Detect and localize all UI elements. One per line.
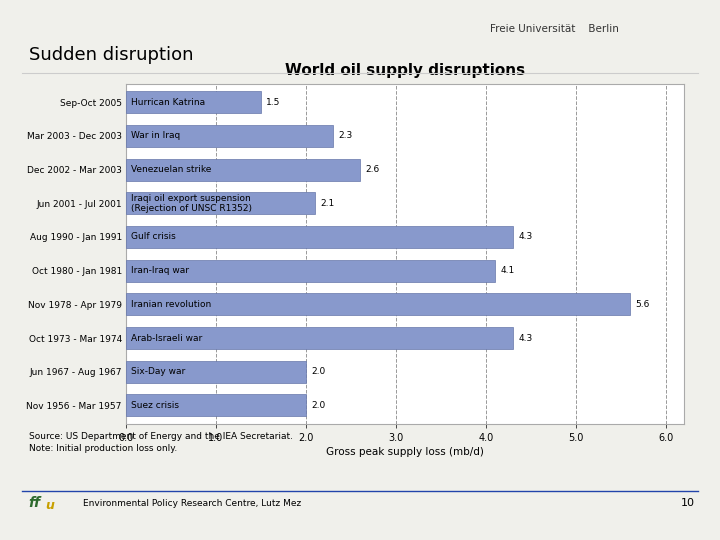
Text: Iraqi oil export suspension
(Rejection of UNSC R1352): Iraqi oil export suspension (Rejection o… xyxy=(131,193,253,213)
Text: 2.1: 2.1 xyxy=(320,199,335,208)
Text: Venezuelan strike: Venezuelan strike xyxy=(131,165,212,174)
Bar xyxy=(126,394,306,416)
Text: Sudden disruption: Sudden disruption xyxy=(29,46,193,64)
X-axis label: Gross peak supply loss (mb/d): Gross peak supply loss (mb/d) xyxy=(326,447,484,457)
Bar xyxy=(126,327,513,349)
Text: Iranian revolution: Iranian revolution xyxy=(131,300,212,309)
Text: Gulf crisis: Gulf crisis xyxy=(131,232,176,241)
Text: 4.3: 4.3 xyxy=(518,232,533,241)
Text: 4.3: 4.3 xyxy=(518,334,533,342)
Bar xyxy=(126,91,261,113)
Bar xyxy=(126,226,513,248)
Text: 10: 10 xyxy=(681,498,695,508)
Text: Six-Day war: Six-Day war xyxy=(131,367,186,376)
Text: 4.1: 4.1 xyxy=(500,266,515,275)
Title: World oil supply disruptions: World oil supply disruptions xyxy=(285,63,525,78)
Text: ff: ff xyxy=(29,496,41,510)
Text: Source: US Department of Energy and the IEA Secretariat.
Note: Initial productio: Source: US Department of Energy and the … xyxy=(29,432,293,453)
Text: Freie Universität    Berlin: Freie Universität Berlin xyxy=(490,24,618,35)
Bar xyxy=(126,293,630,315)
Text: Suez crisis: Suez crisis xyxy=(131,401,179,410)
Text: 1.5: 1.5 xyxy=(266,98,281,107)
Bar xyxy=(126,361,306,383)
Text: 2.3: 2.3 xyxy=(338,131,353,140)
Text: 2.0: 2.0 xyxy=(311,401,325,410)
Text: Arab-Israeli war: Arab-Israeli war xyxy=(131,334,202,342)
Text: 2.6: 2.6 xyxy=(365,165,379,174)
Bar xyxy=(126,260,495,281)
Text: 5.6: 5.6 xyxy=(635,300,649,309)
Text: Environmental Policy Research Centre, Lutz Mez: Environmental Policy Research Centre, Lu… xyxy=(83,499,301,508)
Bar xyxy=(126,125,333,147)
Text: Iran-Iraq war: Iran-Iraq war xyxy=(131,266,189,275)
Text: War in Iraq: War in Iraq xyxy=(131,131,181,140)
Text: 2.0: 2.0 xyxy=(311,367,325,376)
Bar xyxy=(126,192,315,214)
Text: u: u xyxy=(45,500,54,512)
Text: Hurrican Katrina: Hurrican Katrina xyxy=(131,98,205,107)
Bar xyxy=(126,159,360,180)
